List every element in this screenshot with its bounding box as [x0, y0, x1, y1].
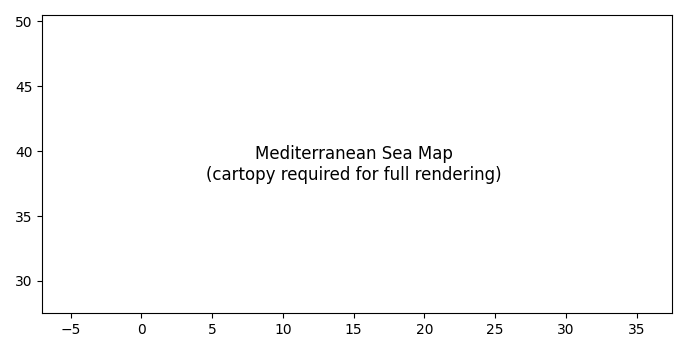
Text: Mediterranean Sea Map
(cartopy required for full rendering): Mediterranean Sea Map (cartopy required …	[206, 145, 502, 183]
